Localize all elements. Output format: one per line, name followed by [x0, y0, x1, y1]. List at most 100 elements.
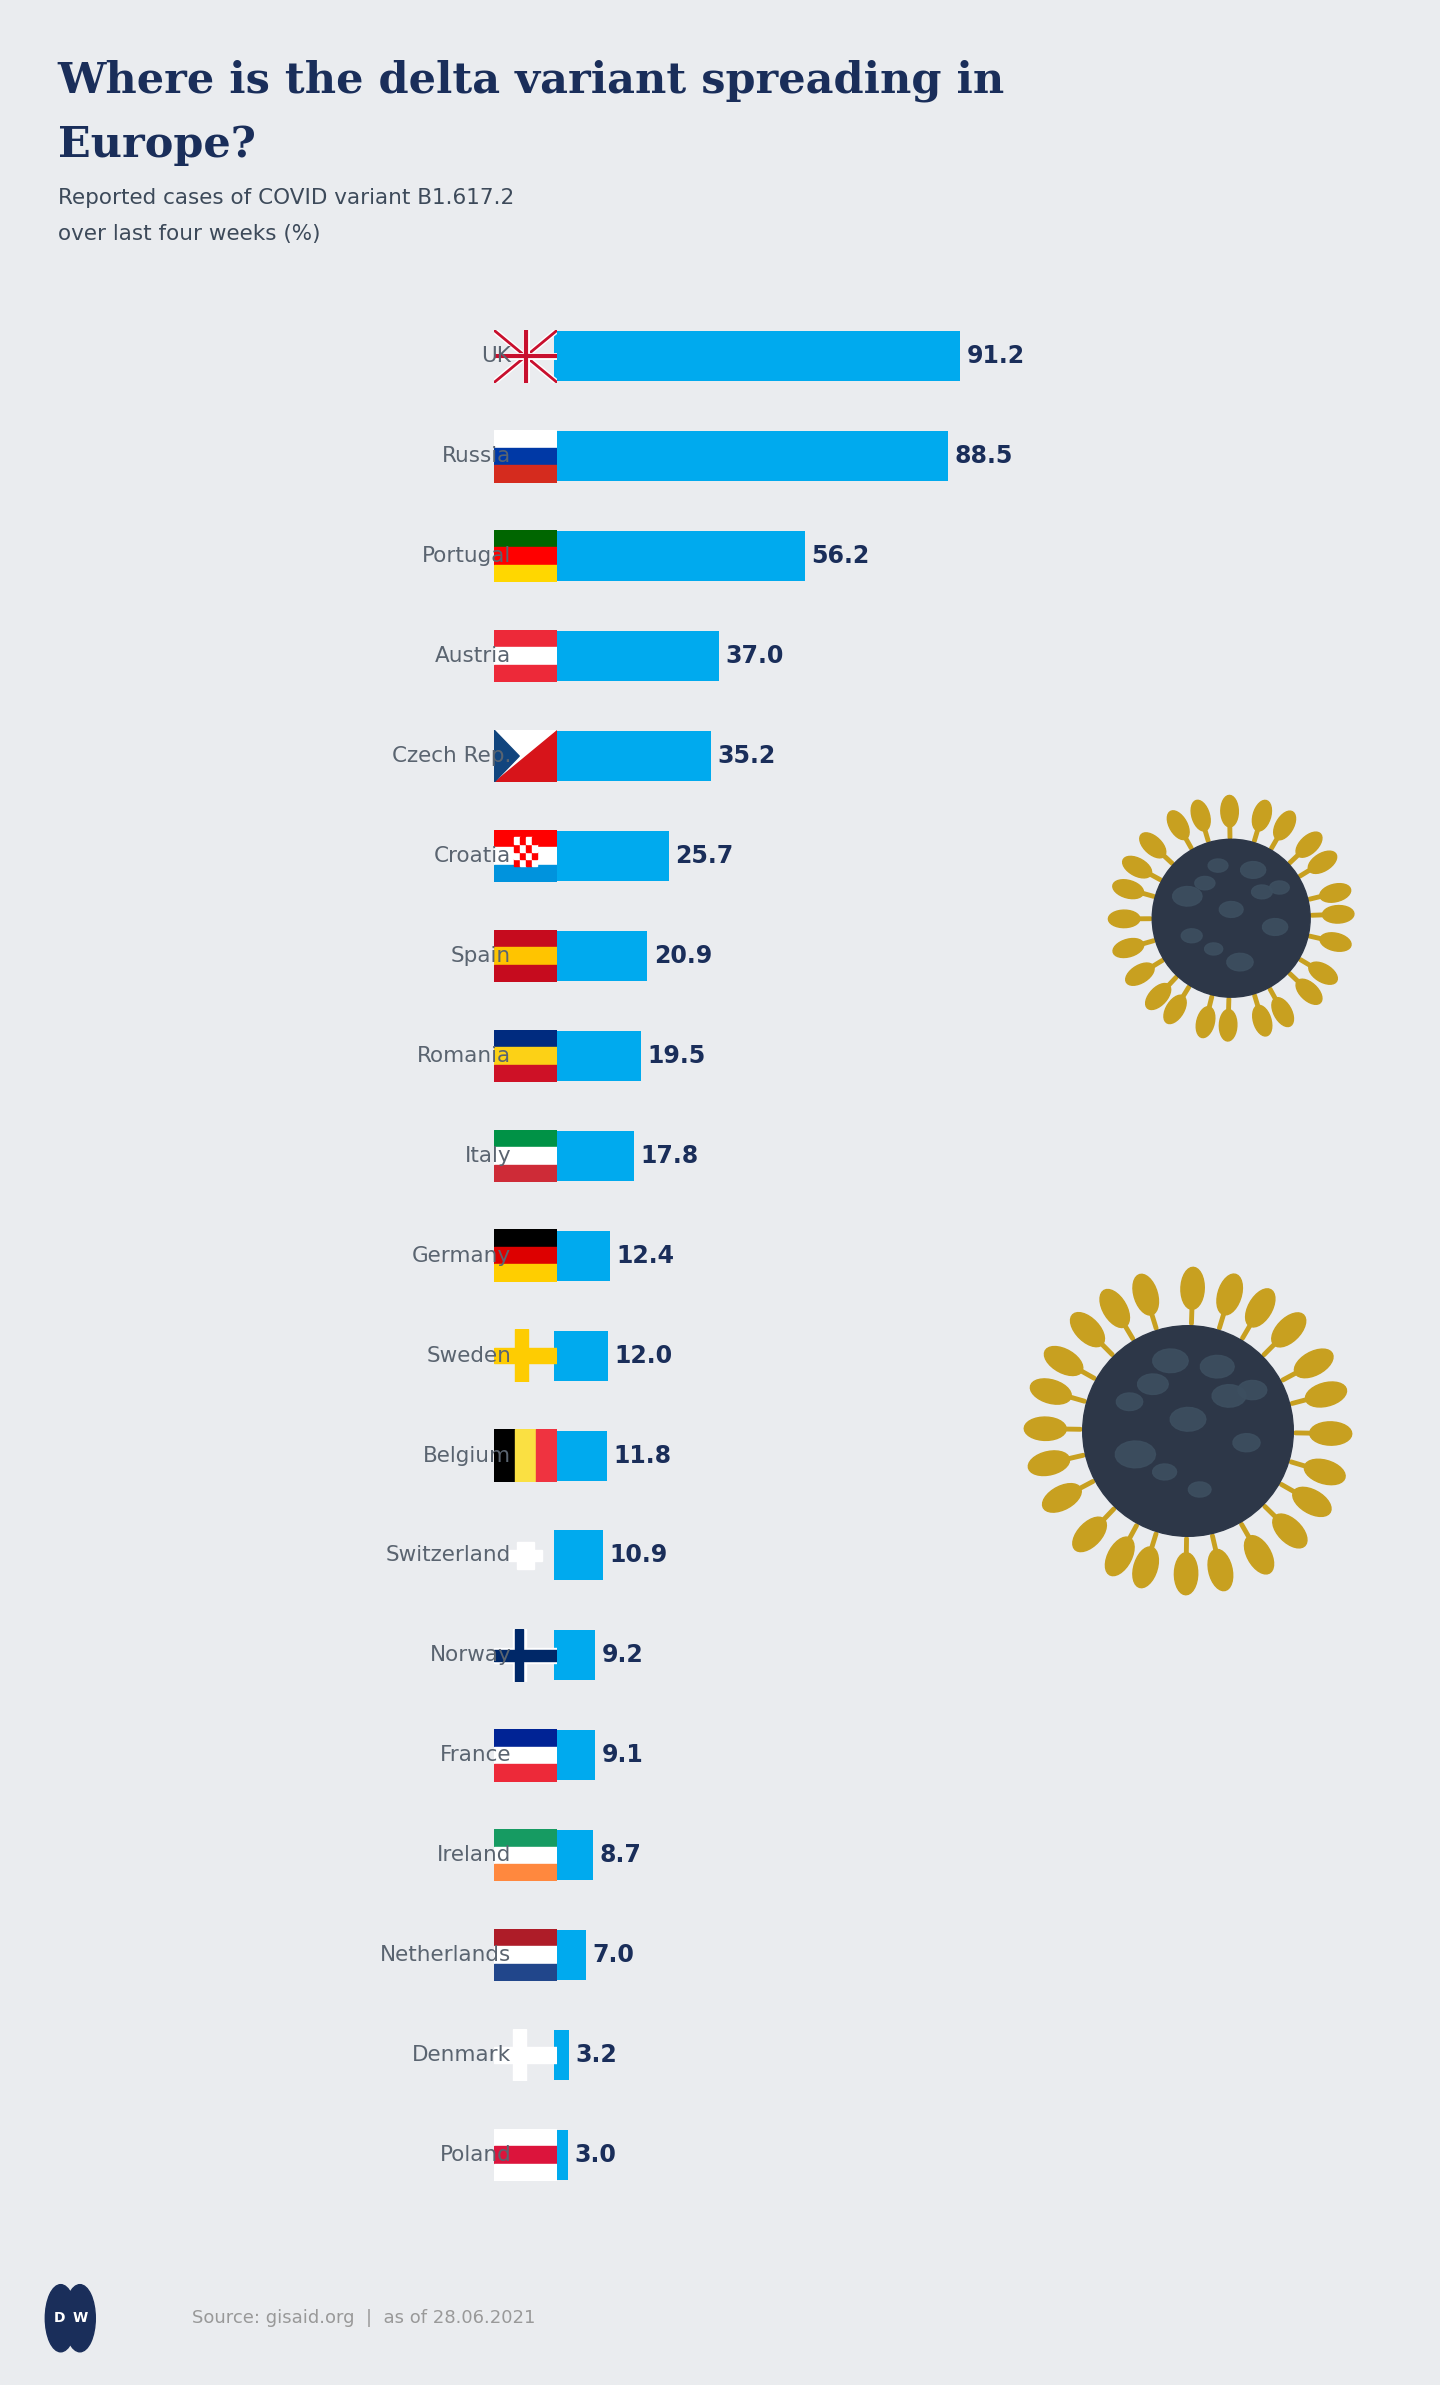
Bar	[554, 632, 719, 682]
Circle shape	[1083, 1326, 1293, 1536]
Polygon shape	[1044, 1348, 1083, 1376]
Bar	[494, 1147, 557, 1164]
Circle shape	[1152, 840, 1310, 997]
Bar	[514, 851, 520, 859]
Bar	[494, 1929, 557, 1946]
Polygon shape	[1152, 1464, 1176, 1481]
Polygon shape	[1253, 801, 1272, 830]
Text: Denmark: Denmark	[412, 2044, 511, 2065]
Polygon shape	[1227, 954, 1253, 971]
Bar	[520, 851, 526, 859]
Polygon shape	[1221, 794, 1238, 828]
Polygon shape	[1272, 1312, 1306, 1348]
Polygon shape	[1073, 1517, 1106, 1553]
Text: 9.1: 9.1	[602, 1743, 644, 1767]
Bar	[494, 847, 557, 866]
Bar	[520, 837, 526, 844]
Text: Italy: Italy	[465, 1145, 511, 1166]
Bar	[531, 844, 537, 851]
Bar	[554, 2030, 569, 2080]
Bar	[554, 1030, 641, 1080]
Polygon shape	[1146, 983, 1171, 1009]
Bar	[494, 1846, 557, 1865]
Bar	[494, 665, 557, 682]
Polygon shape	[1133, 1548, 1158, 1588]
Bar	[494, 1164, 557, 1183]
Bar	[554, 1732, 595, 1779]
Bar	[494, 1765, 557, 1782]
Text: 35.2: 35.2	[717, 744, 776, 768]
Bar	[554, 432, 949, 482]
Polygon shape	[1043, 1483, 1081, 1512]
Bar	[494, 1746, 557, 1765]
Bar	[554, 1531, 603, 1581]
Polygon shape	[1208, 1550, 1233, 1591]
Bar	[531, 859, 537, 866]
Polygon shape	[1296, 980, 1322, 1004]
Bar	[526, 851, 531, 859]
Bar	[494, 1064, 557, 1083]
Bar	[494, 1030, 557, 1047]
Polygon shape	[1305, 1460, 1345, 1486]
Polygon shape	[1322, 906, 1354, 923]
Text: 7.0: 7.0	[592, 1944, 634, 1968]
Polygon shape	[1113, 940, 1143, 956]
Bar	[514, 859, 520, 866]
Text: Netherlands: Netherlands	[380, 1946, 511, 1965]
Bar	[494, 1729, 557, 1746]
Bar	[494, 947, 557, 964]
Polygon shape	[1319, 885, 1351, 902]
Polygon shape	[1246, 1288, 1274, 1326]
Polygon shape	[1241, 861, 1266, 878]
Text: 20.9: 20.9	[654, 944, 713, 968]
Polygon shape	[1270, 880, 1289, 894]
Polygon shape	[1293, 1488, 1331, 1517]
Bar	[554, 2130, 567, 2180]
Polygon shape	[1164, 995, 1187, 1023]
Bar	[494, 2046, 557, 2063]
Bar	[554, 1631, 595, 1681]
Polygon shape	[1195, 875, 1215, 890]
Polygon shape	[1220, 902, 1243, 918]
Bar	[494, 964, 557, 983]
Polygon shape	[1109, 911, 1140, 928]
Bar	[513, 1629, 526, 1681]
Text: 9.2: 9.2	[602, 1643, 644, 1667]
Bar	[494, 1650, 557, 1660]
Bar	[513, 2030, 526, 2082]
Bar	[494, 2163, 557, 2182]
Text: UK: UK	[481, 346, 511, 367]
Polygon shape	[494, 730, 520, 782]
Bar	[494, 1648, 557, 1662]
Bar	[494, 1429, 516, 1481]
Bar	[554, 1331, 608, 1381]
Bar	[520, 844, 526, 851]
Bar	[494, 866, 557, 882]
Polygon shape	[1251, 885, 1273, 899]
Bar	[514, 837, 520, 844]
Text: Switzerland: Switzerland	[386, 1545, 511, 1565]
Bar	[517, 1543, 534, 1569]
Bar	[554, 332, 960, 382]
Text: Czech Rep.: Czech Rep.	[392, 747, 511, 766]
Bar	[554, 532, 805, 582]
Polygon shape	[1172, 887, 1202, 906]
Bar	[516, 1429, 536, 1481]
Bar	[494, 930, 557, 947]
Polygon shape	[1238, 1381, 1267, 1400]
Text: 3.0: 3.0	[575, 2144, 616, 2168]
Polygon shape	[1140, 832, 1166, 859]
Bar	[554, 1231, 609, 1281]
Polygon shape	[1070, 1312, 1104, 1348]
Bar	[494, 1047, 557, 1064]
Bar	[494, 1946, 557, 1963]
Polygon shape	[1309, 961, 1338, 985]
Text: 19.5: 19.5	[648, 1045, 706, 1068]
Text: 25.7: 25.7	[675, 844, 734, 868]
Bar	[494, 1247, 557, 1264]
Polygon shape	[1138, 1374, 1168, 1395]
Polygon shape	[1205, 942, 1223, 954]
Bar	[494, 646, 557, 665]
Polygon shape	[494, 730, 557, 782]
Bar	[494, 2130, 557, 2146]
